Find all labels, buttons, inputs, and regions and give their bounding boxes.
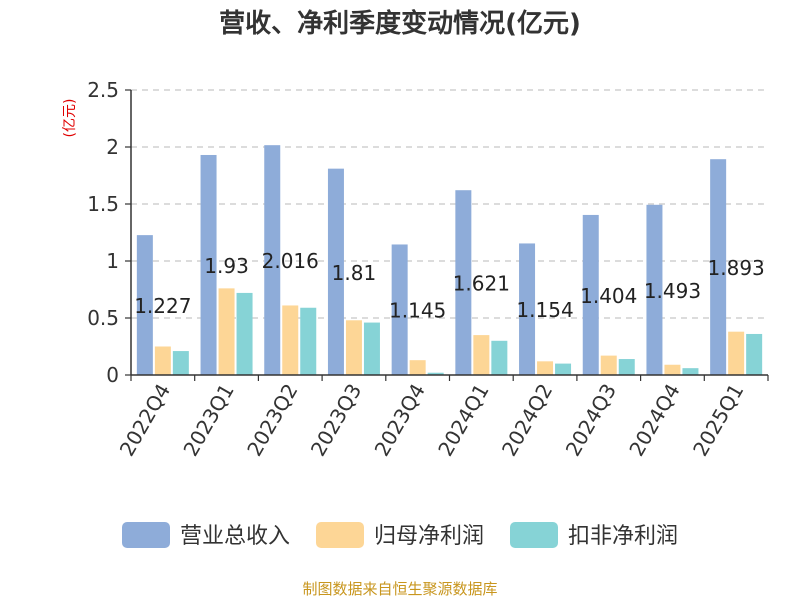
x-tick-label: 2023Q2 — [242, 380, 302, 461]
bar-3 — [682, 368, 699, 375]
bars — [136, 145, 763, 375]
bar-1 — [582, 214, 599, 375]
y-tick-label: 0.5 — [87, 306, 119, 330]
x-tick-label: 2023Q1 — [178, 380, 238, 461]
y-tick-label: 1.5 — [87, 192, 119, 216]
y-tick-label: 2 — [106, 135, 119, 159]
legend-label: 扣非净利润 — [568, 524, 678, 549]
bar-3 — [236, 292, 253, 375]
bar-1 — [455, 190, 472, 375]
bar-2 — [282, 305, 299, 375]
data-label: 1.145 — [389, 299, 446, 323]
x-tick-label: 2024Q3 — [561, 380, 621, 461]
axes: 0 0.5 1 1.5 2 2.5 2022Q4 2023Q1 2023Q2 2023Q3 2023… — [87, 78, 769, 461]
data-label: 1.227 — [134, 294, 191, 318]
bar-3 — [363, 322, 380, 375]
y-tick-label: 2.5 — [87, 78, 119, 102]
bar-2 — [154, 346, 171, 375]
bar-2 — [664, 364, 681, 375]
legend-swatch — [316, 522, 364, 548]
bar-1 — [200, 154, 217, 375]
data-label: 1.93 — [204, 254, 249, 278]
y-tick-label: 0 — [106, 363, 119, 387]
data-label: 1.621 — [453, 272, 510, 296]
y-tick-label: 1 — [106, 249, 119, 273]
x-tick-label: 2025Q1 — [688, 380, 748, 461]
bar-1 — [136, 235, 153, 375]
data-label: 1.493 — [644, 279, 701, 303]
bar-3 — [172, 351, 189, 375]
bar-3 — [300, 307, 317, 375]
bar-3 — [618, 359, 635, 375]
bar-1 — [519, 243, 536, 375]
data-label: 1.154 — [516, 298, 573, 322]
bar-2 — [600, 355, 617, 375]
legend-label: 营业总收入 — [180, 524, 290, 549]
x-tick-label: 2022Q4 — [115, 380, 175, 461]
x-tick-label: 2023Q3 — [306, 380, 366, 461]
bar-2 — [728, 331, 745, 375]
data-label: 1.81 — [332, 261, 377, 285]
bar-3 — [427, 372, 444, 375]
data-source-note: 制图数据来自恒生聚源数据库 — [302, 580, 497, 598]
bar-2 — [537, 361, 554, 375]
data-label: 1.893 — [708, 256, 765, 280]
x-tick-label: 2024Q2 — [497, 380, 557, 461]
legend-swatch — [510, 522, 558, 548]
x-tick-label: 2024Q1 — [433, 379, 493, 460]
bar-2 — [409, 360, 426, 375]
legend-label: 归母净利润 — [374, 524, 484, 549]
bar-3 — [555, 363, 572, 375]
bar-1 — [710, 159, 727, 375]
bar-3 — [491, 340, 508, 375]
legend-swatch — [122, 522, 170, 548]
x-tick-label: 2023Q4 — [370, 380, 430, 461]
bar-2 — [345, 320, 362, 375]
bar-3 — [746, 333, 763, 375]
x-tick-label: 2024Q4 — [624, 380, 684, 461]
chart-title: 营收、净利季度变动情况(亿元) — [219, 8, 581, 39]
bar-1 — [391, 244, 408, 375]
bar-2 — [218, 288, 235, 375]
bar-1 — [264, 145, 281, 375]
data-label: 1.404 — [580, 284, 637, 308]
y-axis-unit-label: (亿元) — [62, 99, 78, 138]
bar-1 — [327, 168, 344, 375]
bar-1 — [646, 204, 663, 375]
data-label: 2.016 — [262, 249, 319, 273]
bar-2 — [473, 335, 490, 375]
legend: 营业总收入 归母净利润 扣非净利润 — [122, 522, 678, 549]
